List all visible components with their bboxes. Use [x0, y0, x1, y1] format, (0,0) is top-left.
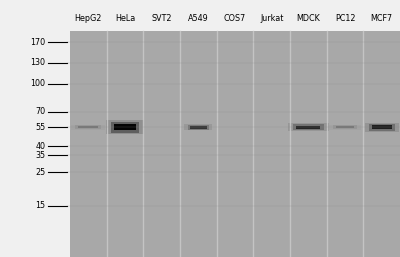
Text: 40: 40: [35, 142, 45, 151]
Text: A549: A549: [188, 14, 209, 23]
Bar: [368, 124, 395, 131]
Text: 100: 100: [30, 79, 45, 88]
Bar: [78, 126, 98, 128]
Text: HeLa: HeLa: [115, 14, 135, 23]
Bar: [106, 120, 144, 134]
Bar: [71, 125, 106, 130]
Text: 15: 15: [35, 201, 45, 210]
Bar: [330, 125, 360, 130]
Bar: [184, 124, 212, 131]
Bar: [75, 125, 102, 129]
Text: 70: 70: [35, 107, 45, 116]
Bar: [114, 124, 136, 130]
Bar: [188, 125, 209, 130]
Bar: [364, 123, 399, 132]
Text: 55: 55: [35, 123, 45, 132]
Text: COS7: COS7: [224, 14, 246, 23]
Bar: [336, 126, 354, 128]
Text: 130: 130: [30, 58, 45, 68]
Text: Jurkat: Jurkat: [260, 14, 283, 23]
Bar: [296, 126, 320, 129]
Bar: [190, 126, 206, 128]
Bar: [333, 125, 357, 129]
Text: SVT2: SVT2: [152, 14, 172, 23]
Text: HepG2: HepG2: [75, 14, 102, 23]
Text: 170: 170: [30, 38, 45, 47]
Bar: [288, 123, 328, 131]
Text: 25: 25: [35, 168, 45, 177]
Bar: [70, 31, 400, 257]
Text: PC12: PC12: [335, 14, 355, 23]
Text: MCF7: MCF7: [371, 14, 393, 23]
Bar: [111, 122, 139, 133]
Bar: [293, 124, 324, 130]
Text: 35: 35: [35, 151, 45, 160]
Bar: [372, 125, 392, 129]
Text: MDCK: MDCK: [296, 14, 320, 23]
